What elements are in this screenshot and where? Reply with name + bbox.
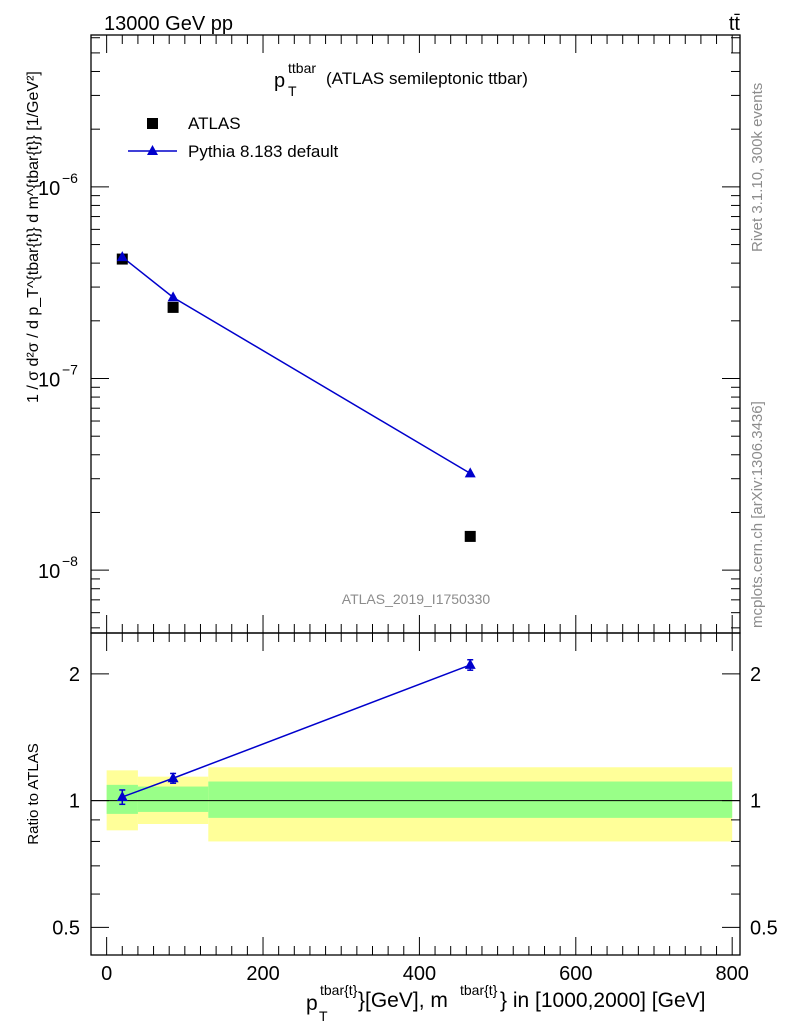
title-subscript: T (288, 83, 297, 99)
svg-text:1 / σ d²σ / d p_T^{tbar{t}} d: 1 / σ d²σ / d p_T^{tbar{t}} d m^{tbar{t}… (25, 71, 42, 403)
ratio-y-tick-label-right: 0.5 (750, 917, 778, 939)
plot-title: p ttbar T (ATLAS semileptonic ttbar) (274, 60, 528, 99)
mc-line (121, 256, 471, 474)
main-y-tick-exponent: −6 (62, 170, 78, 186)
main-y-tick-label: 10 (38, 561, 60, 583)
ratio-mc-point (464, 658, 476, 669)
atlas-data-point (167, 301, 179, 313)
title-rest: (ATLAS semileptonic ttbar) (326, 69, 528, 88)
ratio-axis-ticks: 0.5 0.5 1 1 2 2 (52, 633, 778, 955)
x-label-m-sup: tbar{t} (460, 982, 498, 998)
atlas-data-point (464, 530, 476, 542)
ratio-y-tick-label-right: 2 (750, 664, 761, 686)
main-y-tick-label: 10 (38, 178, 60, 200)
main-data-layer (116, 251, 476, 542)
main-y-tick-exponent: −7 (62, 362, 78, 378)
x-axis-label: p tbar{t} T }[GeV], m tbar{t} } in [1000… (306, 982, 706, 1024)
legend-data-marker (147, 118, 158, 129)
ratio-data-layer (116, 658, 476, 806)
legend-data-label: ATLAS (188, 114, 241, 133)
x-label-p-sup: tbar{t} (320, 982, 358, 998)
ratio-band-inner (137, 786, 209, 812)
title-superscript: ttbar (288, 60, 316, 76)
ratio-y-tick-label-left: 1 (69, 791, 80, 813)
ratio-y-tick-label-right: 1 (750, 791, 761, 813)
ratio-y-tick-label-left: 0.5 (52, 917, 80, 939)
x-label-tail: } in [1000,2000] [GeV] (500, 989, 706, 1012)
x-label-p: p (306, 992, 318, 1015)
x-tick-label: 400 (403, 963, 436, 985)
ratio-mc-point (167, 772, 179, 783)
ratio-mc-point (116, 790, 128, 801)
mc-data-point (167, 291, 179, 302)
legend-mc-marker (147, 145, 158, 155)
legend-mc-label: Pythia 8.183 default (188, 142, 339, 161)
x-label-mid: }[GeV], m (358, 989, 448, 1012)
mcplots-label: mcplots.cern.ch [arXiv:1306.3436] (749, 401, 766, 628)
x-tick-label: 0 (101, 963, 112, 985)
analysis-watermark: ATLAS_2019_I1750330 (342, 591, 491, 607)
main-axis-ticks: 10−810−710−6 (38, 35, 740, 633)
ratio-frame (90, 632, 741, 956)
rivet-version-label: Rivet 3.1.10, 300k events (749, 83, 766, 252)
main-panel: 10−810−710−6 p ttbar T (ATLAS semilepton… (25, 34, 741, 634)
x-label-p-sub: T (319, 1008, 328, 1024)
collision-label: 13000 GeV pp (104, 13, 233, 35)
main-y-axis-label: 1 / σ d²σ / d p_T^{tbar{t}} d m^{tbar{t}… (25, 71, 42, 403)
mc-data-point (116, 251, 128, 262)
ratio-y-tick-label-left: 2 (69, 664, 80, 686)
ratio-y-axis-label: Ratio to ATLAS (25, 743, 42, 844)
ratio-panel: 0.5 0.5 1 1 2 2 Ratio to ATLAS (25, 632, 778, 956)
x-tick-label: 800 (715, 963, 748, 985)
mc-data-point (464, 467, 476, 478)
title-variable: p (274, 70, 285, 92)
svg-text:p: p (274, 70, 285, 92)
main-y-axis-label-text: 1 / σ d²σ / d p_T^{tbar{t}} d m^{tbar{t}… (25, 71, 42, 403)
legend: ATLAS Pythia 8.183 default (128, 114, 339, 161)
x-tick-label: 600 (559, 963, 592, 985)
main-y-tick-label: 10 (38, 370, 60, 392)
x-axis-tick-labels: 0 200 400 600 800 (101, 963, 749, 985)
ratio-band-inner (208, 781, 733, 818)
process-label: tt̄ (729, 13, 741, 35)
ratio-uncertainty-bands (106, 767, 733, 842)
x-tick-label: 200 (246, 963, 279, 985)
main-y-tick-exponent: −8 (62, 553, 78, 569)
